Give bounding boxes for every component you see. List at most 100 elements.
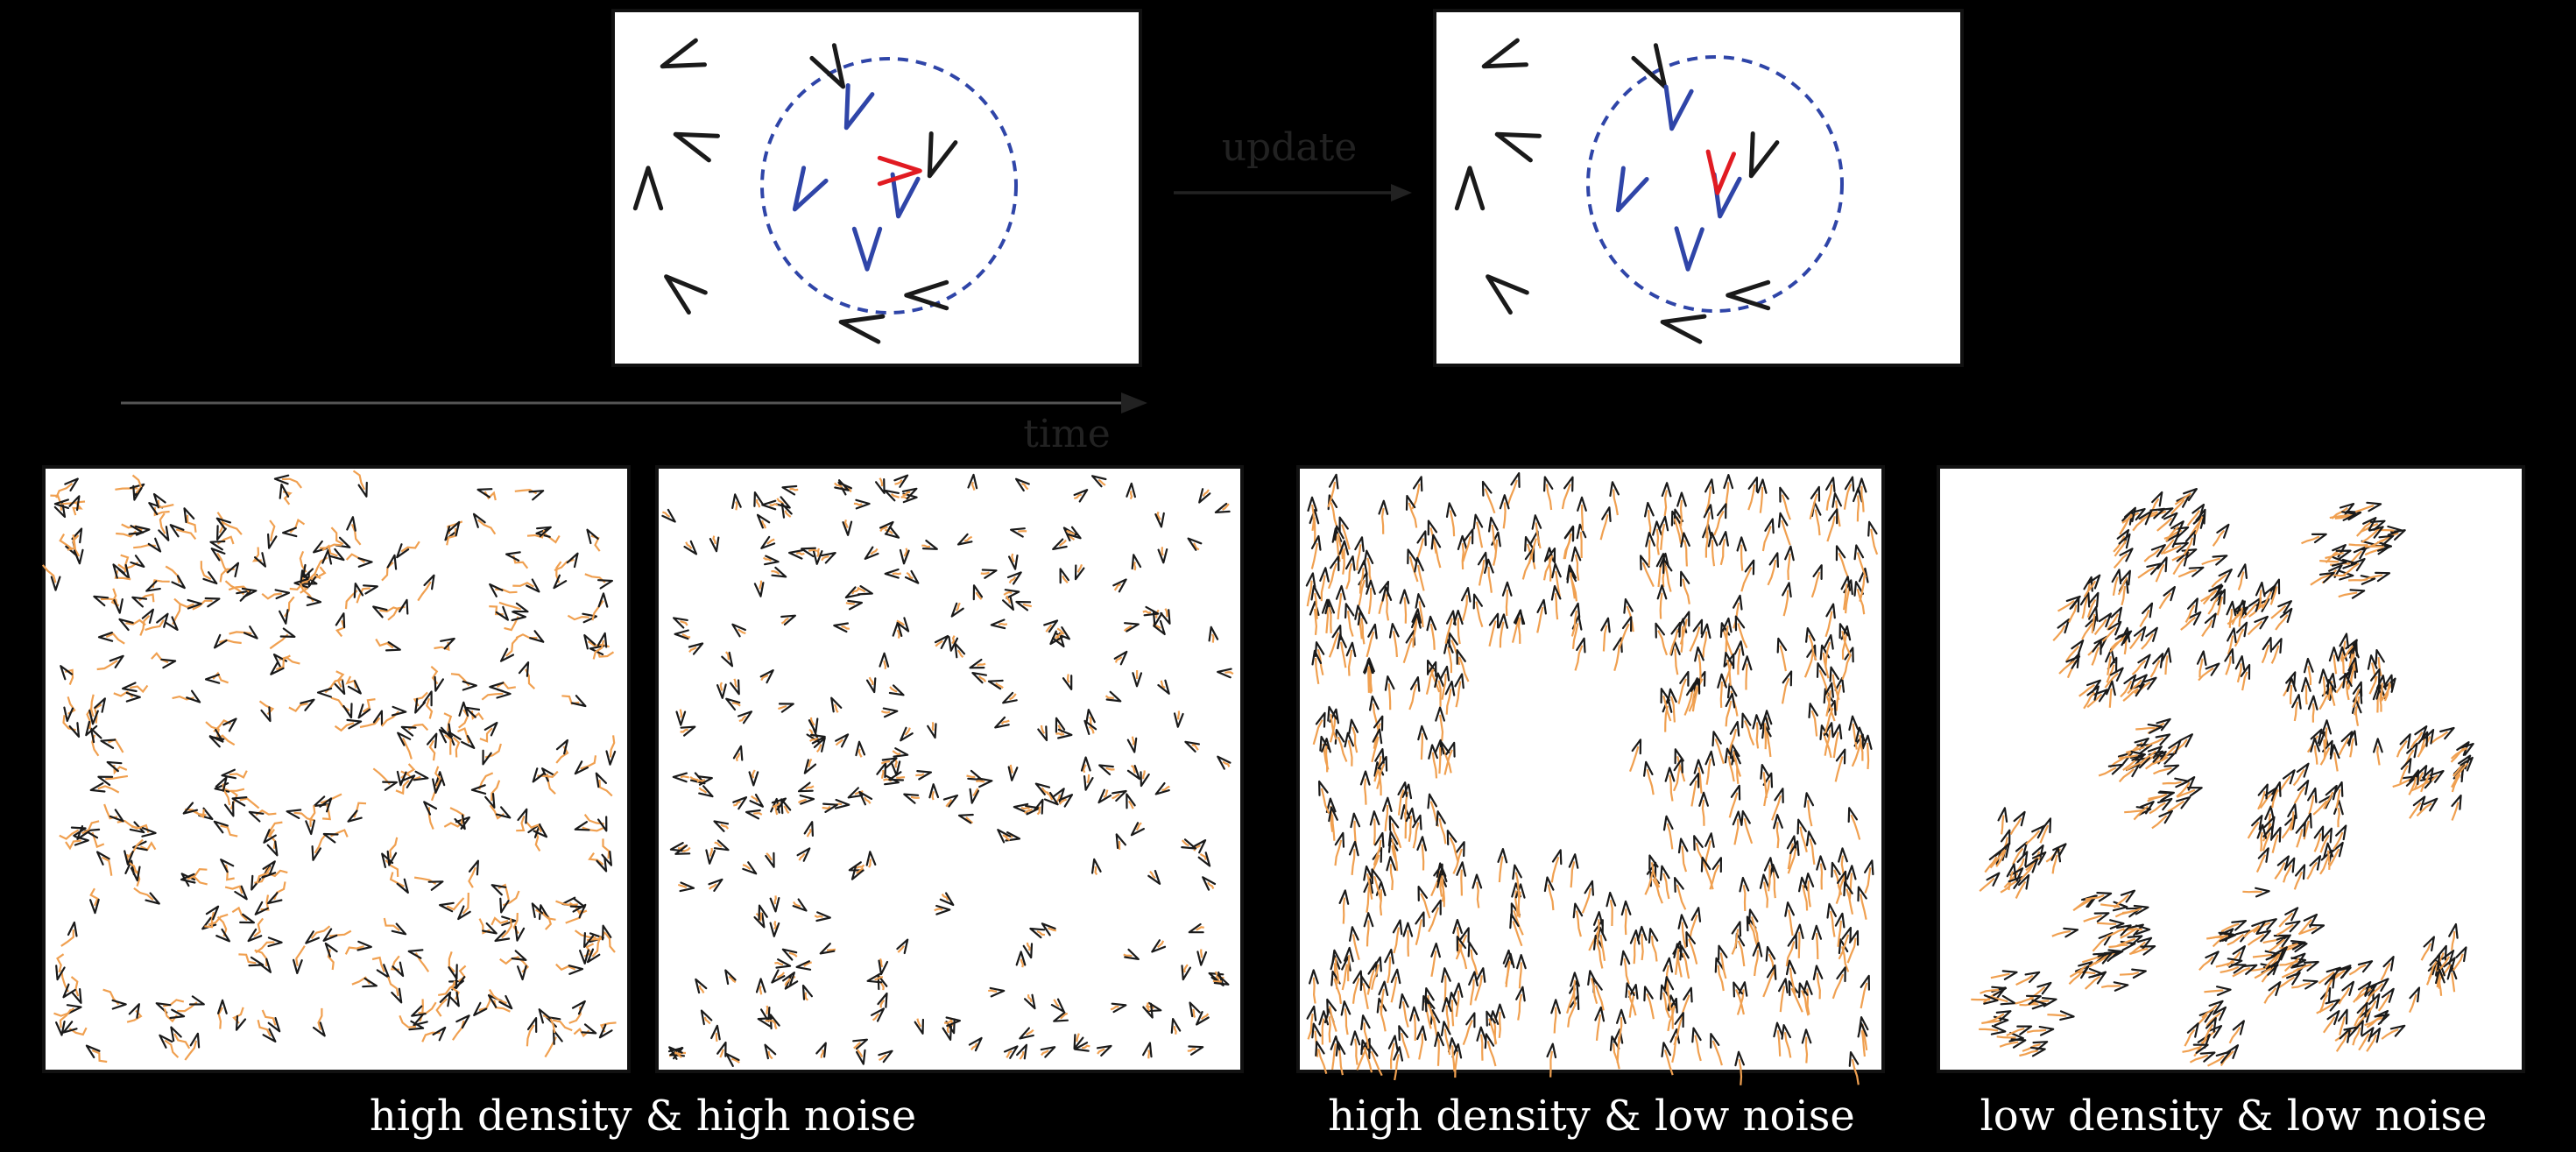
trail-mark [2261,644,2270,664]
trail-mark [1131,736,1135,746]
agent-icon [1445,502,1457,518]
agent-icon [1124,622,1140,633]
trail-mark [1066,674,1070,683]
trail-mark [1808,634,1817,661]
trail-mark [1110,1006,1119,1011]
trail-mark [733,678,738,688]
trail-mark [2201,557,2220,566]
agent-icon [2237,563,2248,579]
trail-mark [1846,888,1854,915]
agent-icon [2439,726,2455,740]
agent-icon [2389,1024,2406,1037]
trail-mark [856,864,865,869]
trail-mark [1693,678,1704,704]
agent-icon [1645,532,1655,548]
trail-mark [797,798,808,804]
agent-icon [2113,981,2129,992]
trail-mark [2416,802,2432,817]
agent-icon [1344,946,1354,963]
trail-mark [798,852,806,861]
agent-icon [1761,723,1772,739]
trail-mark [256,866,272,884]
trail-mark [845,602,855,605]
agent-icon [928,783,940,799]
agent-icon [1434,739,1445,755]
agent-icon [1741,712,1752,729]
agent-icon [842,520,853,536]
trail-mark [217,1007,223,1029]
agent-icon [1744,559,1755,576]
agent-icon [1015,951,1027,966]
trail-mark [219,639,242,645]
agent-icon [2271,781,2282,797]
trail-mark [1851,741,1862,767]
agent-icon [324,942,338,958]
trail-mark [1187,1048,1196,1052]
agent-icon [535,527,551,538]
agent-icon [2360,575,2376,585]
trail-mark [1750,916,1760,943]
agent-icon [2117,752,2134,765]
trail-mark [2047,1014,2067,1017]
agent-icon [1501,581,1513,597]
trail-mark [609,735,616,758]
agent-icon [1837,870,1847,887]
trail-mark [1536,606,1544,633]
agent-icon [526,1017,538,1033]
trail-mark [2147,794,2166,802]
agent-icon [2149,507,2166,519]
agent-icon [781,484,798,496]
trail-mark [1105,767,1115,771]
agent-icon [262,1028,277,1042]
agent-icon [372,605,388,618]
agent-icon [1531,514,1542,530]
trail-mark [1312,977,1316,1004]
agent-icon [130,555,145,568]
agent-icon [386,850,398,866]
agent-icon [837,481,852,496]
trail-mark [1427,1003,1436,1030]
trail-mark [91,1049,108,1064]
trail-mark [1860,485,1865,512]
agent-icon [2340,731,2354,746]
agent-icon [1198,488,1211,504]
agent-icon [2382,674,2394,690]
trail-mark [2319,856,2330,875]
trail-mark [2170,498,2185,515]
agent-icon [835,733,850,748]
agent-icon [1006,571,1022,585]
agent-icon [1991,986,2008,997]
trail-mark [1803,652,1814,678]
trail-mark [1737,940,1746,967]
trail-mark [2204,989,2224,993]
agent-icon [969,788,980,804]
trail-mark [1487,566,1493,593]
agent-icon [688,642,704,655]
trail-mark [1840,855,1846,882]
agent-icon [130,866,141,882]
trail-mark [771,570,780,576]
trail-mark [1859,734,1864,761]
agent-icon [1083,775,1094,791]
trail-mark [773,895,777,905]
agent-icon [1387,1035,1399,1050]
agent-icon [1609,1035,1620,1051]
trail-mark [1327,481,1337,508]
agent-icon [2251,920,2267,934]
agent-icon [2199,1051,2216,1063]
agent-icon [939,892,955,907]
agent-icon [165,616,179,631]
agent-icon [1360,1039,1371,1056]
agent-icon [1444,680,1456,696]
agent-icon [1776,637,1788,654]
trail-mark [1328,606,1332,633]
trail-mark [2352,1027,2361,1046]
agent-icon [1658,515,1669,532]
trail-mark [737,628,746,635]
trail-mark [381,562,394,582]
agent-icon [1315,711,1326,728]
trail-mark [821,555,829,562]
trail-mark [2125,746,2145,754]
agent-icon [1707,532,1719,548]
trail-mark [1514,890,1519,917]
